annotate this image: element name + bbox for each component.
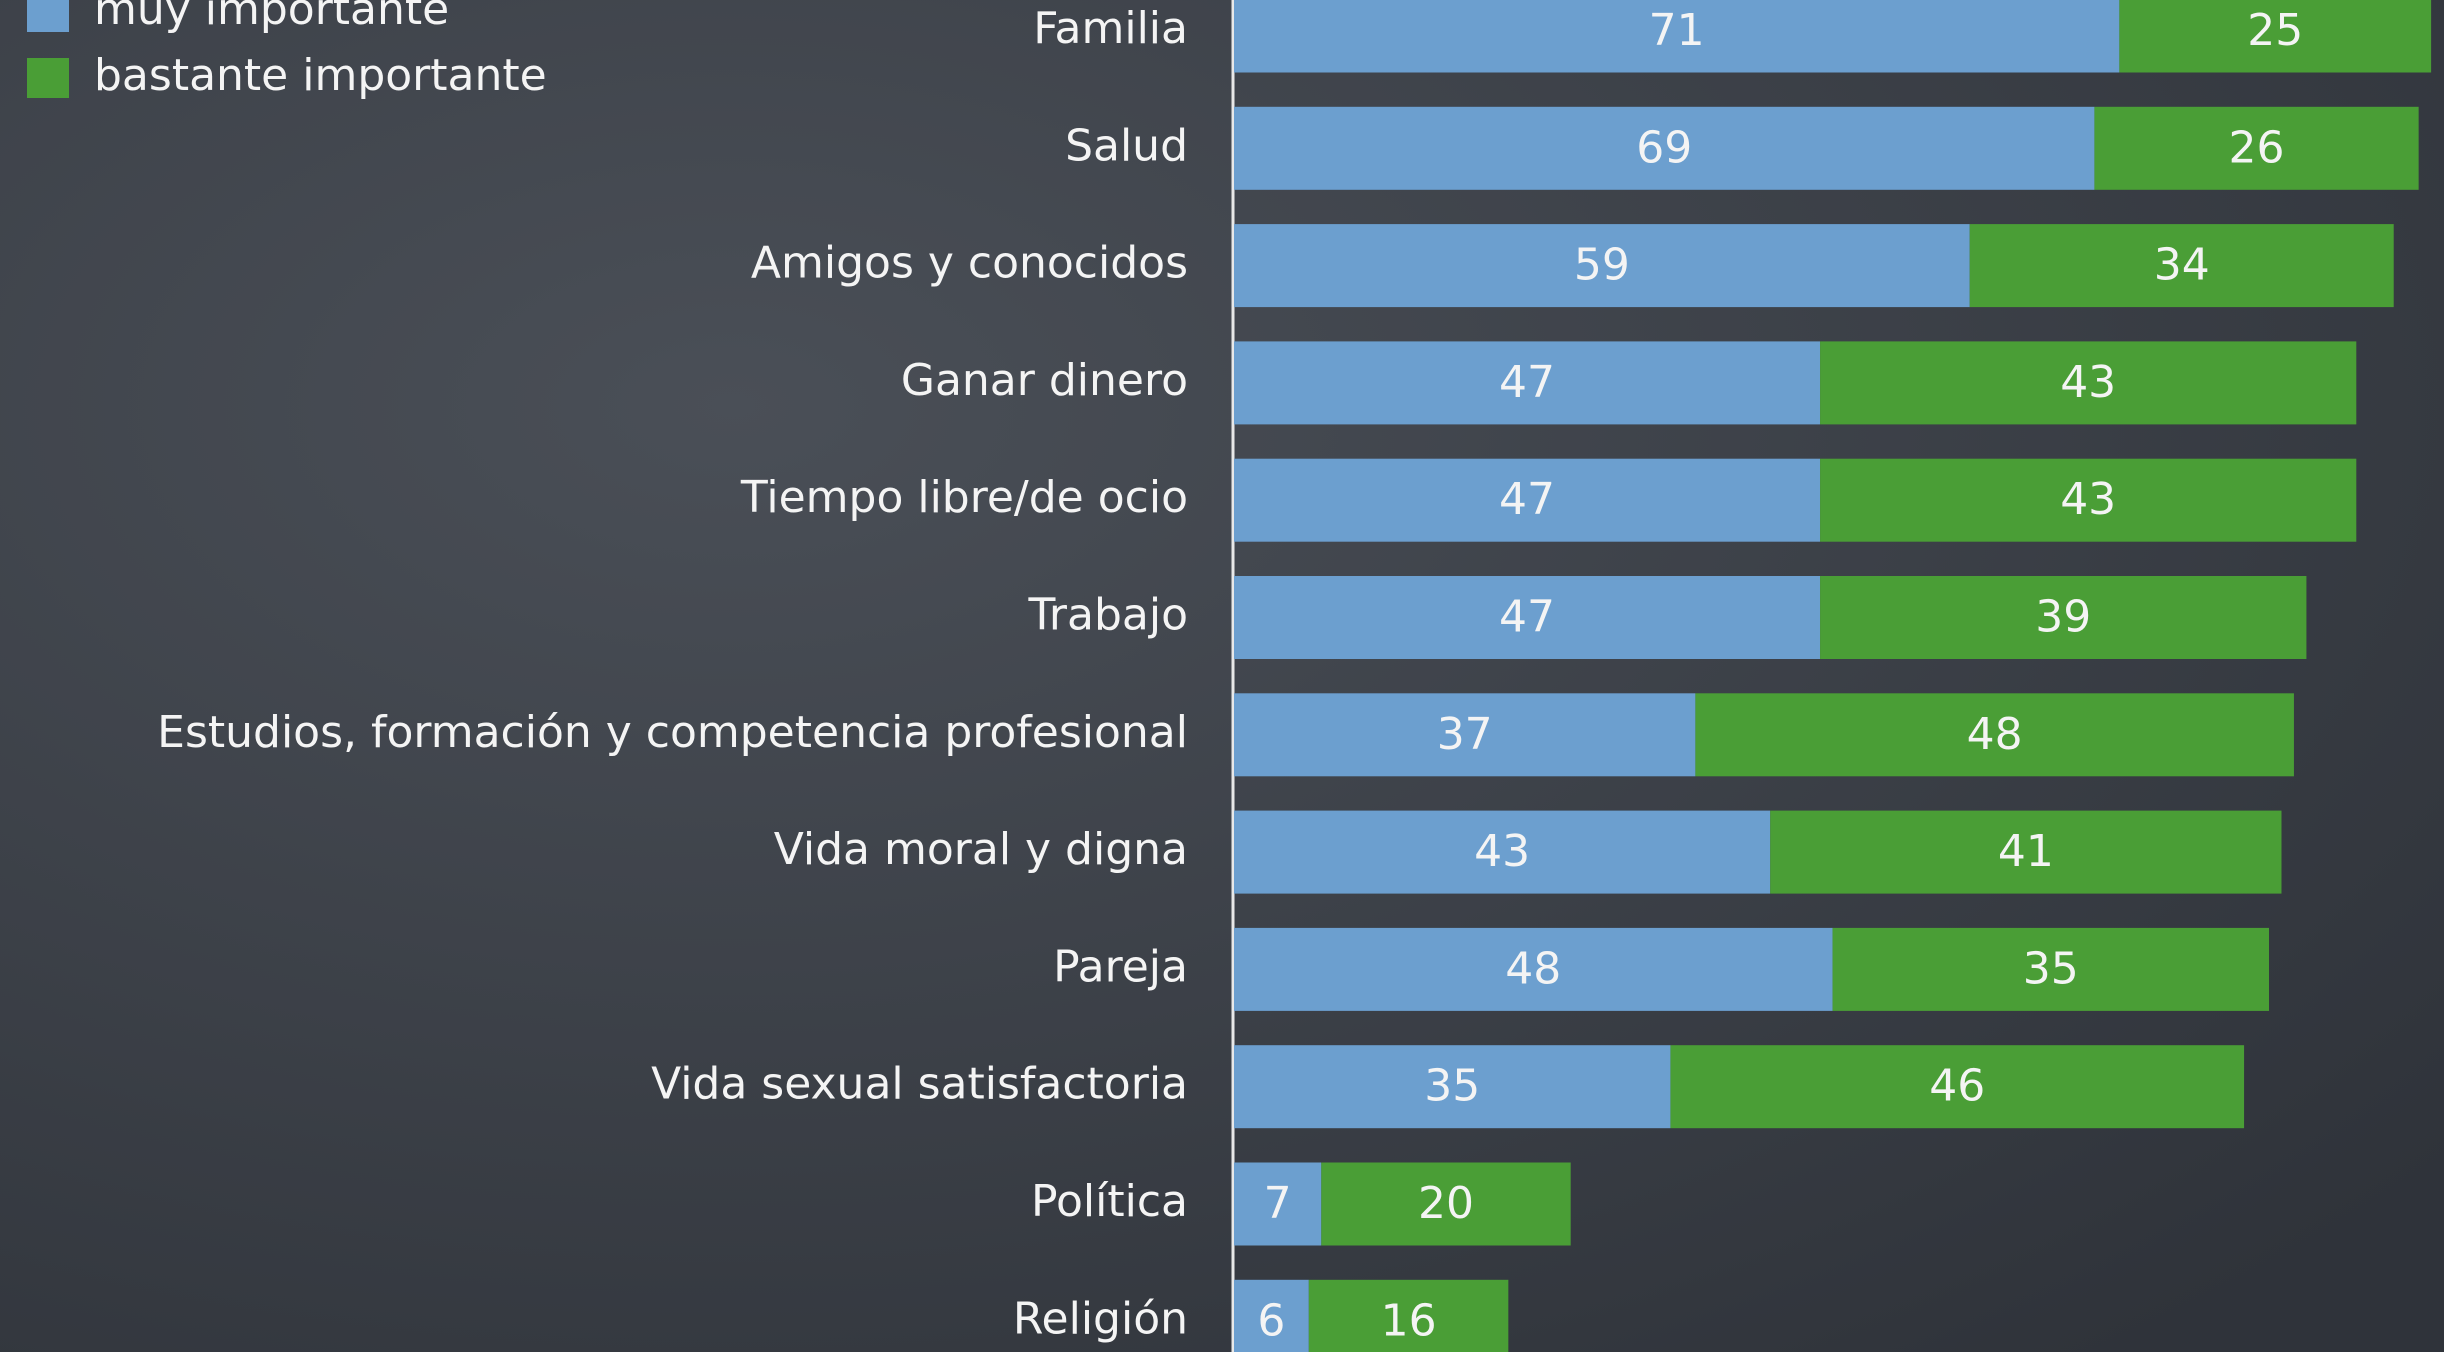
category-label: Vida moral y digna [774,824,1188,875]
value-label: 71 [1649,5,1705,56]
bar-segment [1820,341,2357,425]
value-label: 34 [2154,240,2210,291]
bar-segment [1832,927,2270,1011]
legend-swatch [27,58,69,98]
value-label: 43 [1474,826,1530,877]
bar-segment [1770,810,2282,894]
value-label: 43 [2060,474,2116,525]
value-label: 46 [1929,1061,1985,1112]
value-label: 6 [1257,1295,1285,1346]
value-label: 26 [2229,122,2285,173]
bar-segment [1234,341,1821,425]
value-label: 69 [1636,122,1692,173]
value-label: 20 [1418,1178,1474,1229]
value-label: 7 [1264,1178,1292,1229]
bar-segment [1670,1045,2245,1129]
bar-segment [1321,1162,1571,1246]
value-label: 39 [2035,592,2091,643]
bar-segment [1234,1045,1671,1129]
bar-segment [2094,106,2419,190]
bar-segment [1308,1279,1509,1352]
category-label: Vida sexual satisfactoria [651,1059,1188,1110]
bar-segment [2119,0,2432,73]
category-label: Ganar dinero [901,355,1188,406]
bar-segment [1820,458,2357,542]
value-label: 25 [2247,5,2303,56]
category-label: Amigos y conocidos [751,238,1188,289]
bar-segment [1234,1279,1309,1352]
value-label: 35 [1424,1061,1480,1112]
value-label: 48 [1967,709,2023,760]
legend-label: muy importante [94,0,449,35]
category-label: Política [1031,1176,1188,1227]
value-label: 16 [1381,1295,1437,1346]
value-label: 41 [1998,826,2054,877]
bar-segment [1695,693,2294,777]
bar-segment [1234,693,1696,777]
value-label: 48 [1505,943,1561,994]
category-label: Familia [1033,3,1188,54]
legend-swatch [27,0,69,32]
category-label: Tiempo libre/de ocio [740,472,1188,523]
bar-segment [1234,576,1821,659]
bar-segment [1234,1162,1322,1246]
bar-segment [1234,458,1821,542]
category-label: Pareja [1053,941,1188,992]
bar-segment [1820,576,2307,659]
bar-segment [1969,224,2394,308]
value-label: 37 [1437,709,1493,760]
bar-segment [1234,224,1970,308]
value-label: 35 [2023,943,2079,994]
category-label: Estudios, formación y competencia profes… [157,707,1188,758]
legend-label: bastante importante [94,50,547,101]
category-label: Salud [1065,120,1188,171]
bar-segment [1234,0,2120,73]
bar-segment [1234,106,2095,190]
value-label: 59 [1574,240,1630,291]
value-label: 47 [1499,592,1555,643]
value-label: 47 [1499,357,1555,408]
bar-segment [1234,810,1771,894]
value-label: 47 [1499,474,1555,525]
value-label: 43 [2060,357,2116,408]
category-label: Trabajo [1028,590,1189,641]
category-label: Religión [1013,1293,1188,1344]
bar-segment [1234,927,1833,1011]
